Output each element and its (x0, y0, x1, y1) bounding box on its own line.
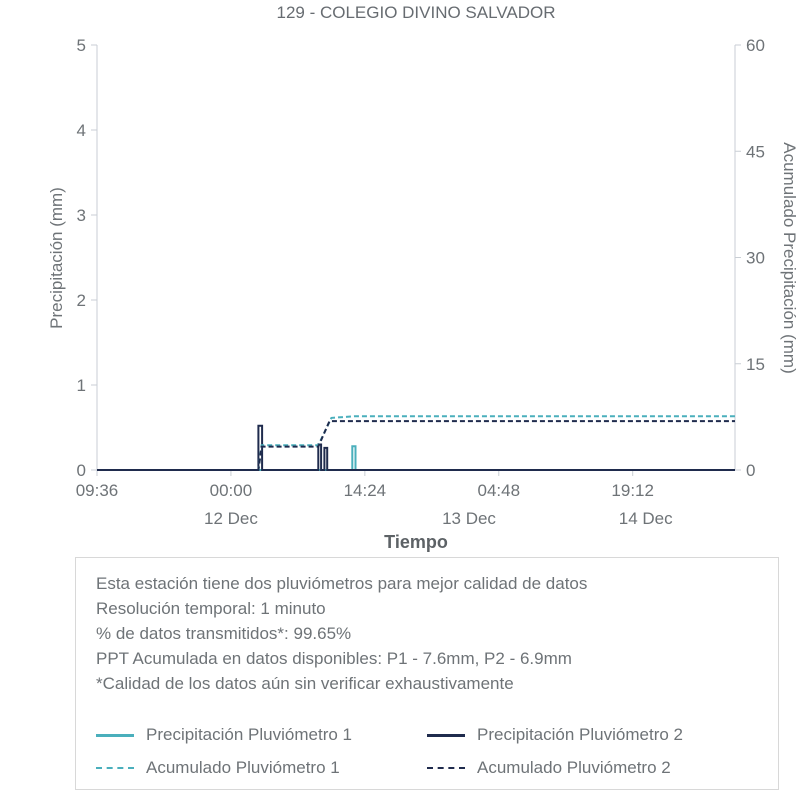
svg-text:4: 4 (77, 121, 86, 140)
info-line: Resolución temporal: 1 minuto (96, 599, 326, 618)
svg-text:45: 45 (746, 142, 765, 161)
y-axis-label-left: Precipitación (mm) (47, 187, 66, 329)
legend-item-accum-p1: Acumulado Pluviómetro 1 (96, 758, 427, 778)
legend: Precipitación Pluviómetro 1 Precipitació… (96, 725, 758, 778)
y-axis-label-right: Acumulado Precipitación (mm) (780, 142, 799, 374)
svg-text:13 Dec: 13 Dec (442, 509, 496, 528)
legend-line-sample-solid-teal (96, 733, 134, 737)
info-line: Esta estación tiene dos pluviómetros par… (96, 574, 588, 593)
svg-text:1: 1 (77, 376, 86, 395)
legend-item-precip-p1: Precipitación Pluviómetro 1 (96, 725, 427, 745)
svg-text:15: 15 (746, 355, 765, 374)
chart-title: 129 - COLEGIO DIVINO SALVADOR (276, 3, 556, 22)
legend-label: Precipitación Pluviómetro 1 (146, 725, 352, 744)
svg-text:09:36: 09:36 (76, 481, 119, 500)
svg-text:2: 2 (77, 291, 86, 310)
info-box: Esta estación tiene dos pluviómetros par… (75, 557, 779, 790)
legend-label: Precipitación Pluviómetro 2 (477, 725, 683, 744)
svg-text:00:00: 00:00 (210, 481, 253, 500)
info-line: PPT Acumulada en datos disponibles: P1 -… (96, 649, 572, 668)
svg-text:60: 60 (746, 36, 765, 55)
legend-label: Acumulado Pluviómetro 1 (146, 758, 340, 777)
svg-text:30: 30 (746, 249, 765, 268)
svg-text:0: 0 (77, 461, 86, 480)
legend-line-sample-solid-navy (427, 733, 465, 737)
legend-label: Acumulado Pluviómetro 2 (477, 758, 671, 777)
svg-text:5: 5 (77, 36, 86, 55)
x-axis-label: Tiempo (384, 532, 448, 552)
legend-item-precip-p2: Precipitación Pluviómetro 2 (427, 725, 758, 745)
svg-text:12 Dec: 12 Dec (204, 509, 258, 528)
legend-line-sample-dashed-navy (427, 767, 465, 769)
svg-text:04:48: 04:48 (477, 481, 520, 500)
legend-item-accum-p2: Acumulado Pluviómetro 2 (427, 758, 758, 778)
info-line: % de datos transmitidos*: 99.65% (96, 624, 352, 643)
svg-text:14:24: 14:24 (344, 481, 387, 500)
svg-text:14 Dec: 14 Dec (619, 509, 673, 528)
svg-text:0: 0 (746, 461, 755, 480)
svg-text:19:12: 19:12 (611, 481, 654, 500)
info-line: *Calidad de los datos aún sin verificar … (96, 674, 514, 693)
legend-line-sample-dashed-teal (96, 767, 134, 769)
svg-text:3: 3 (77, 206, 86, 225)
